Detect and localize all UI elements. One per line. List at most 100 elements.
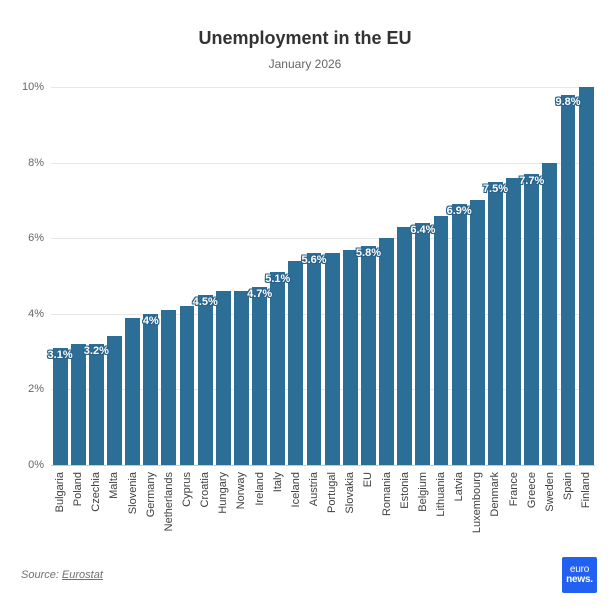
x-axis-label: Spain [561,472,574,501]
bar-poland[interactable] [70,344,86,465]
bar-slot [432,87,450,465]
x-axis-label-slot: Latvia [450,472,468,564]
bar-norway[interactable] [234,291,249,465]
bar-belgium[interactable]: 6.4% [410,223,435,465]
euronews-logo[interactable]: euro news. [562,557,597,593]
x-axis-label: Croatia [199,472,212,508]
x-axis-label: Belgium [416,472,429,512]
x-axis-label: Italy [271,472,284,493]
x-axis-label-slot: Germany [142,472,160,564]
x-axis-label-slot: Finland [577,472,595,564]
bar-ireland[interactable]: 4.7% [247,287,272,465]
bar-luxembourg[interactable] [469,200,485,465]
plot-area: 3.1% 3.2% 4% 4.5% 4.7% 5.1% 5.6% 5.8% 6.4% 6.9% 7.… [48,87,595,466]
bar-slot: 5.1% [265,87,290,465]
bar-lithuania[interactable] [433,215,449,465]
bar-slot [124,87,142,465]
x-axis-label-slot: Portugal [323,472,341,564]
bar-bulgaria[interactable]: 3.1% [48,347,73,465]
data-label: 7.7% [519,174,545,187]
bar-slot: 4.5% [193,87,218,465]
bar-estonia[interactable] [397,226,413,465]
bar-slot: 7.5% [483,87,508,465]
x-axis-label: Bulgaria [54,472,67,513]
x-axis-label: Latvia [453,472,466,502]
x-axis-label-slot: Greece [523,472,541,564]
bar-slovenia[interactable] [125,317,141,465]
bar-iceland[interactable] [288,260,304,465]
x-axis-label: Iceland [289,472,302,508]
x-axis-label: Ireland [253,472,266,506]
bar-malta[interactable] [107,336,122,465]
x-axis-label: Estonia [398,472,411,509]
data-label: 9.8% [555,95,581,108]
bar-slot [232,87,250,465]
x-axis-label: Greece [525,472,538,509]
bar-slot [505,87,523,465]
x-axis-label: Malta [108,472,121,499]
bar-romania[interactable] [379,238,395,465]
x-axis-label-slot: France [505,472,523,564]
bar-finland[interactable] [578,87,594,465]
data-label: 5.8% [355,246,381,259]
data-label: 7.5% [482,182,508,195]
bar-czechia[interactable]: 3.2% [84,344,109,465]
x-axis-label-slot: Austria [305,472,323,564]
bar-slot: 4% [142,87,160,465]
data-label: 4.5% [192,295,218,308]
bars-row: 3.1% 3.2% 4% 4.5% 4.7% 5.1% 5.6% 5.8% 6.4% 6.9% 7.… [48,87,595,465]
bar-slot: 5.8% [356,87,381,465]
x-axis-label: Finland [580,472,593,509]
bar-greece[interactable]: 7.7% [519,173,544,465]
x-axis-label: Lithuania [434,472,447,517]
bar-netherlands[interactable] [161,310,177,465]
bar-eu[interactable]: 5.8% [356,245,381,465]
x-axis-label-slot: Iceland [287,472,305,564]
gridline [51,313,595,315]
bar-latvia[interactable]: 6.9% [447,204,472,465]
bar-slovakia[interactable] [342,249,358,465]
bar-slot [69,87,87,465]
x-axis-label: Austria [307,472,320,507]
bar-croatia[interactable]: 4.5% [193,294,218,465]
x-axis-label: Netherlands [162,472,175,532]
bar-hungary[interactable] [215,291,231,465]
gridline [51,162,595,164]
bar-spain[interactable]: 9.8% [555,94,581,465]
y-axis-tick-label: 4% [28,307,44,320]
data-label: 3.1% [47,348,73,361]
source-prefix: Source: [21,569,59,581]
x-axis-label-slot: Croatia [196,472,214,564]
x-axis-label-slot: Denmark [486,472,504,564]
x-axis-label-slot: Spain [559,472,577,564]
logo-line-2: news. [566,574,593,585]
y-axis-tick-label: 0% [28,459,44,471]
data-label: 6.9% [446,205,472,218]
bar-cyprus[interactable] [179,306,195,465]
bar-austria[interactable]: 5.6% [301,253,327,465]
bar-slot: 6.9% [447,87,472,465]
x-axis-label-slot: Lithuania [432,472,450,564]
source-link[interactable]: Eurostat [61,569,103,581]
bar-germany[interactable]: 4% [142,313,159,465]
data-label: 4% [142,314,159,327]
data-label: 5.6% [301,254,327,267]
x-axis-label-slot: Czechia [87,472,105,564]
x-axis-label: France [507,472,520,507]
data-label: 3.2% [83,345,109,358]
bar-slot [105,87,123,465]
bar-portugal[interactable] [324,253,340,465]
x-axis-label-slot: Romania [378,472,396,564]
bar-denmark[interactable]: 7.5% [483,181,508,465]
bar-france[interactable] [506,177,522,465]
data-label: 6.4% [410,224,436,237]
bar-sweden[interactable] [542,162,558,465]
bar-slot [214,87,232,465]
y-axis-labels: 0% 2% 4% 6% 8% 10% [0,81,44,471]
x-axis-label: Czechia [90,472,103,512]
chart-title: Unemployment in the EU [198,28,412,48]
logo-line-1: euro [569,564,590,575]
x-axis-label: Norway [235,472,248,510]
bar-italy[interactable]: 5.1% [265,272,290,465]
y-axis-tick-label: 10% [21,81,44,93]
